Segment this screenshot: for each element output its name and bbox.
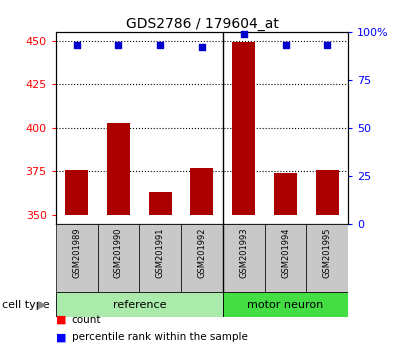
Text: GSM201992: GSM201992: [197, 227, 207, 278]
Text: GSM201994: GSM201994: [281, 227, 290, 278]
Point: [115, 42, 122, 48]
Text: ▶: ▶: [38, 300, 46, 310]
Text: GSM201990: GSM201990: [114, 227, 123, 278]
Text: GSM201989: GSM201989: [72, 227, 81, 278]
Bar: [316, 170, 339, 215]
Bar: [223, 224, 265, 292]
Text: GSM201991: GSM201991: [156, 227, 165, 278]
Point: [282, 42, 289, 48]
Bar: [232, 42, 255, 215]
Text: percentile rank within the sample: percentile rank within the sample: [72, 332, 248, 342]
Text: cell type: cell type: [2, 300, 50, 310]
Point: [157, 42, 163, 48]
Text: reference: reference: [113, 300, 166, 310]
Bar: [181, 224, 223, 292]
Bar: [274, 173, 297, 215]
Text: motor neuron: motor neuron: [248, 300, 324, 310]
Text: ■: ■: [56, 332, 66, 342]
Point: [324, 42, 330, 48]
Bar: [191, 168, 213, 215]
Bar: [149, 192, 172, 215]
Bar: [56, 292, 223, 317]
Bar: [265, 224, 306, 292]
Text: ■: ■: [56, 315, 66, 325]
Point: [240, 31, 247, 36]
Point: [74, 42, 80, 48]
Point: [199, 44, 205, 50]
Text: GSM201993: GSM201993: [239, 227, 248, 278]
Text: count: count: [72, 315, 101, 325]
Text: GSM201995: GSM201995: [323, 227, 332, 278]
Bar: [107, 122, 130, 215]
Title: GDS2786 / 179604_at: GDS2786 / 179604_at: [125, 17, 279, 31]
Bar: [306, 224, 348, 292]
Bar: [223, 292, 348, 317]
Bar: [56, 224, 98, 292]
Bar: [139, 224, 181, 292]
Bar: [98, 224, 139, 292]
Bar: [65, 170, 88, 215]
